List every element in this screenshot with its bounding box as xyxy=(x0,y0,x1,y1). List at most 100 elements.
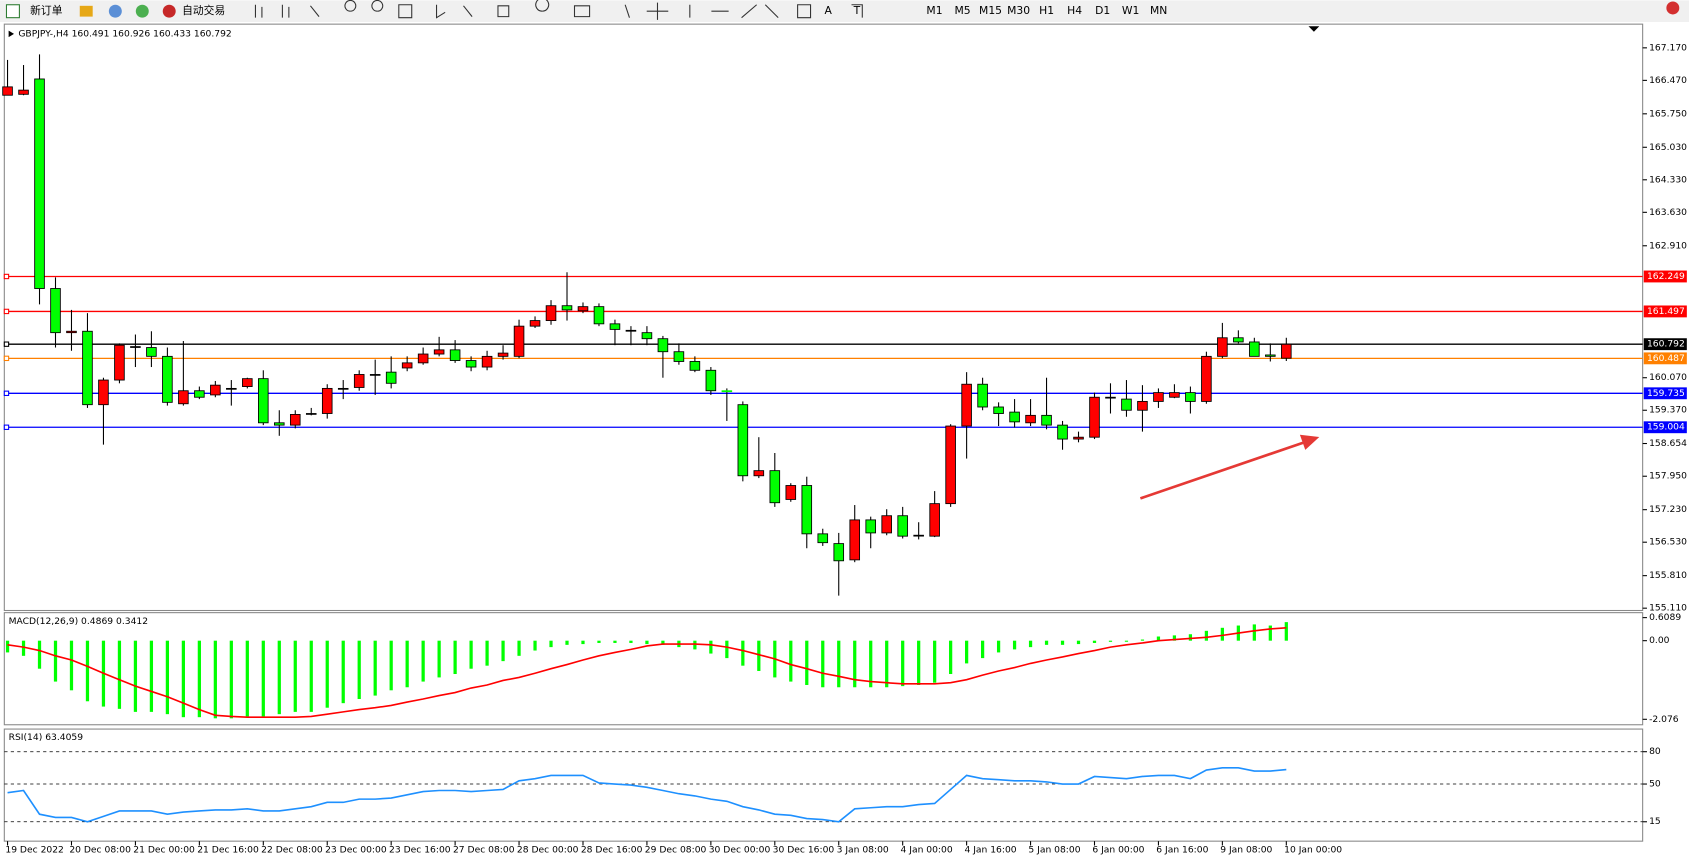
y-tick-label: 163.630 xyxy=(1649,207,1687,218)
candle-body xyxy=(130,346,141,348)
macd-bar xyxy=(389,640,393,691)
icon[interactable] xyxy=(108,4,122,18)
y-tick-label: 50 xyxy=(1649,779,1661,790)
main-title: GBPJPY-,H4 160.491 160.926 160.433 160.7… xyxy=(18,28,231,39)
period-button[interactable]: M15 xyxy=(979,4,1002,17)
period-button[interactable]: M30 xyxy=(1007,4,1030,17)
candle-body xyxy=(609,323,621,330)
label-tool[interactable]: T xyxy=(853,4,861,17)
x-tick-label: 29 Dec 08:00 xyxy=(645,844,707,855)
macd-bar xyxy=(373,640,377,696)
macd-bar xyxy=(901,640,905,687)
level-label: 162.249 xyxy=(1647,271,1685,282)
y-tick-label: 0.6089 xyxy=(1649,612,1681,623)
candle-body xyxy=(993,406,1004,414)
candle-body xyxy=(1169,392,1180,398)
candle-body xyxy=(737,404,749,477)
toolbar-bg xyxy=(0,0,1689,22)
rsi-panel xyxy=(3,728,1644,842)
notification[interactable] xyxy=(1666,1,1680,15)
x-tick-label: 23 Dec 16:00 xyxy=(389,844,451,855)
macd-bar xyxy=(325,640,329,708)
candle-body xyxy=(721,390,733,393)
y-tick-label: 157.950 xyxy=(1649,471,1687,482)
macd-bar xyxy=(693,640,697,650)
macd-bar xyxy=(53,640,58,682)
macd-bar xyxy=(277,640,281,715)
candle-body xyxy=(321,387,333,414)
new-order[interactable]: 新订单 xyxy=(30,4,63,17)
text-tool[interactable]: A xyxy=(825,4,833,17)
x-tick-label: 19 Dec 2022 xyxy=(5,844,64,855)
period-button[interactable]: H4 xyxy=(1067,4,1082,17)
candle-body xyxy=(385,371,397,384)
macd-title: MACD(12,26,9) 0.4869 0.3412 xyxy=(9,616,148,627)
trend-arrow xyxy=(1139,441,1305,500)
x-tick-label: 23 Dec 00:00 xyxy=(325,844,387,855)
candle-body xyxy=(258,378,269,424)
period-button[interactable]: M5 xyxy=(954,4,970,17)
period-button[interactable]: D1 xyxy=(1095,4,1110,17)
new-order-icon[interactable] xyxy=(5,4,20,19)
x-tick-label: 5 Jan 08:00 xyxy=(1028,844,1080,855)
x-tick-label: 4 Jan 16:00 xyxy=(964,844,1016,855)
candle-body xyxy=(1281,343,1292,359)
macd-bar xyxy=(213,640,217,719)
auto-trading-icon[interactable] xyxy=(162,4,176,18)
level-label-bg xyxy=(1643,352,1687,365)
macd-bar xyxy=(421,640,425,682)
candle-body xyxy=(98,379,109,406)
candle-body xyxy=(1153,392,1164,402)
macd-bar xyxy=(1092,640,1097,643)
level-marker xyxy=(3,390,10,396)
candle-body xyxy=(1201,355,1212,402)
trend-arrow-head xyxy=(1299,434,1320,450)
y-tick-label: 155.110 xyxy=(1649,603,1687,614)
candle-body xyxy=(593,306,605,325)
x-tick-label: 10 Jan 00:00 xyxy=(1284,844,1342,855)
x-tick-label: 9 Jan 08:00 xyxy=(1220,844,1272,855)
x-tick-label: 3 Jan 08:00 xyxy=(837,844,889,855)
candle-body xyxy=(146,347,157,357)
icon[interactable] xyxy=(79,5,93,17)
main-panel xyxy=(3,23,1644,612)
macd-bar xyxy=(21,640,26,656)
macd-bar xyxy=(645,640,649,645)
macd-bar xyxy=(1156,636,1161,641)
period-button[interactable]: MN xyxy=(1150,4,1167,17)
period-button[interactable]: H1 xyxy=(1039,4,1054,17)
macd-bar xyxy=(197,640,201,718)
candle-body xyxy=(289,414,301,426)
macd-bar xyxy=(1076,640,1081,645)
macd-bar xyxy=(405,640,409,688)
macd-bar xyxy=(341,640,345,704)
icon[interactable] xyxy=(135,4,149,18)
macd-bar xyxy=(1140,639,1145,641)
candle-body xyxy=(1073,436,1084,440)
candle-body xyxy=(897,515,908,537)
period-button[interactable]: W1 xyxy=(1122,4,1140,17)
macd-bar xyxy=(757,640,761,671)
candle-body xyxy=(705,369,717,392)
tool-icons xyxy=(254,0,863,20)
candle-body xyxy=(785,485,797,500)
candle-body xyxy=(849,519,861,561)
macd-bar xyxy=(517,640,521,656)
auto-trading[interactable]: 自动交易 xyxy=(182,4,225,17)
macd-bar xyxy=(949,640,953,675)
macd-bar xyxy=(229,640,233,719)
candle-body xyxy=(1041,414,1052,426)
level-marker xyxy=(3,424,10,430)
macd-bar xyxy=(1044,640,1049,645)
macd-bar xyxy=(1012,640,1017,650)
period-button[interactable]: M1 xyxy=(926,4,942,17)
candle-body xyxy=(657,338,669,353)
x-tick-label: 20 Dec 08:00 xyxy=(69,844,131,855)
macd-bar xyxy=(181,640,185,718)
y-tick-label: 158.654 xyxy=(1649,438,1687,449)
macd-bar xyxy=(437,640,441,678)
macd-bar xyxy=(133,640,138,712)
y-tick-label: 165.750 xyxy=(1649,108,1687,119)
candle-body xyxy=(801,485,813,535)
